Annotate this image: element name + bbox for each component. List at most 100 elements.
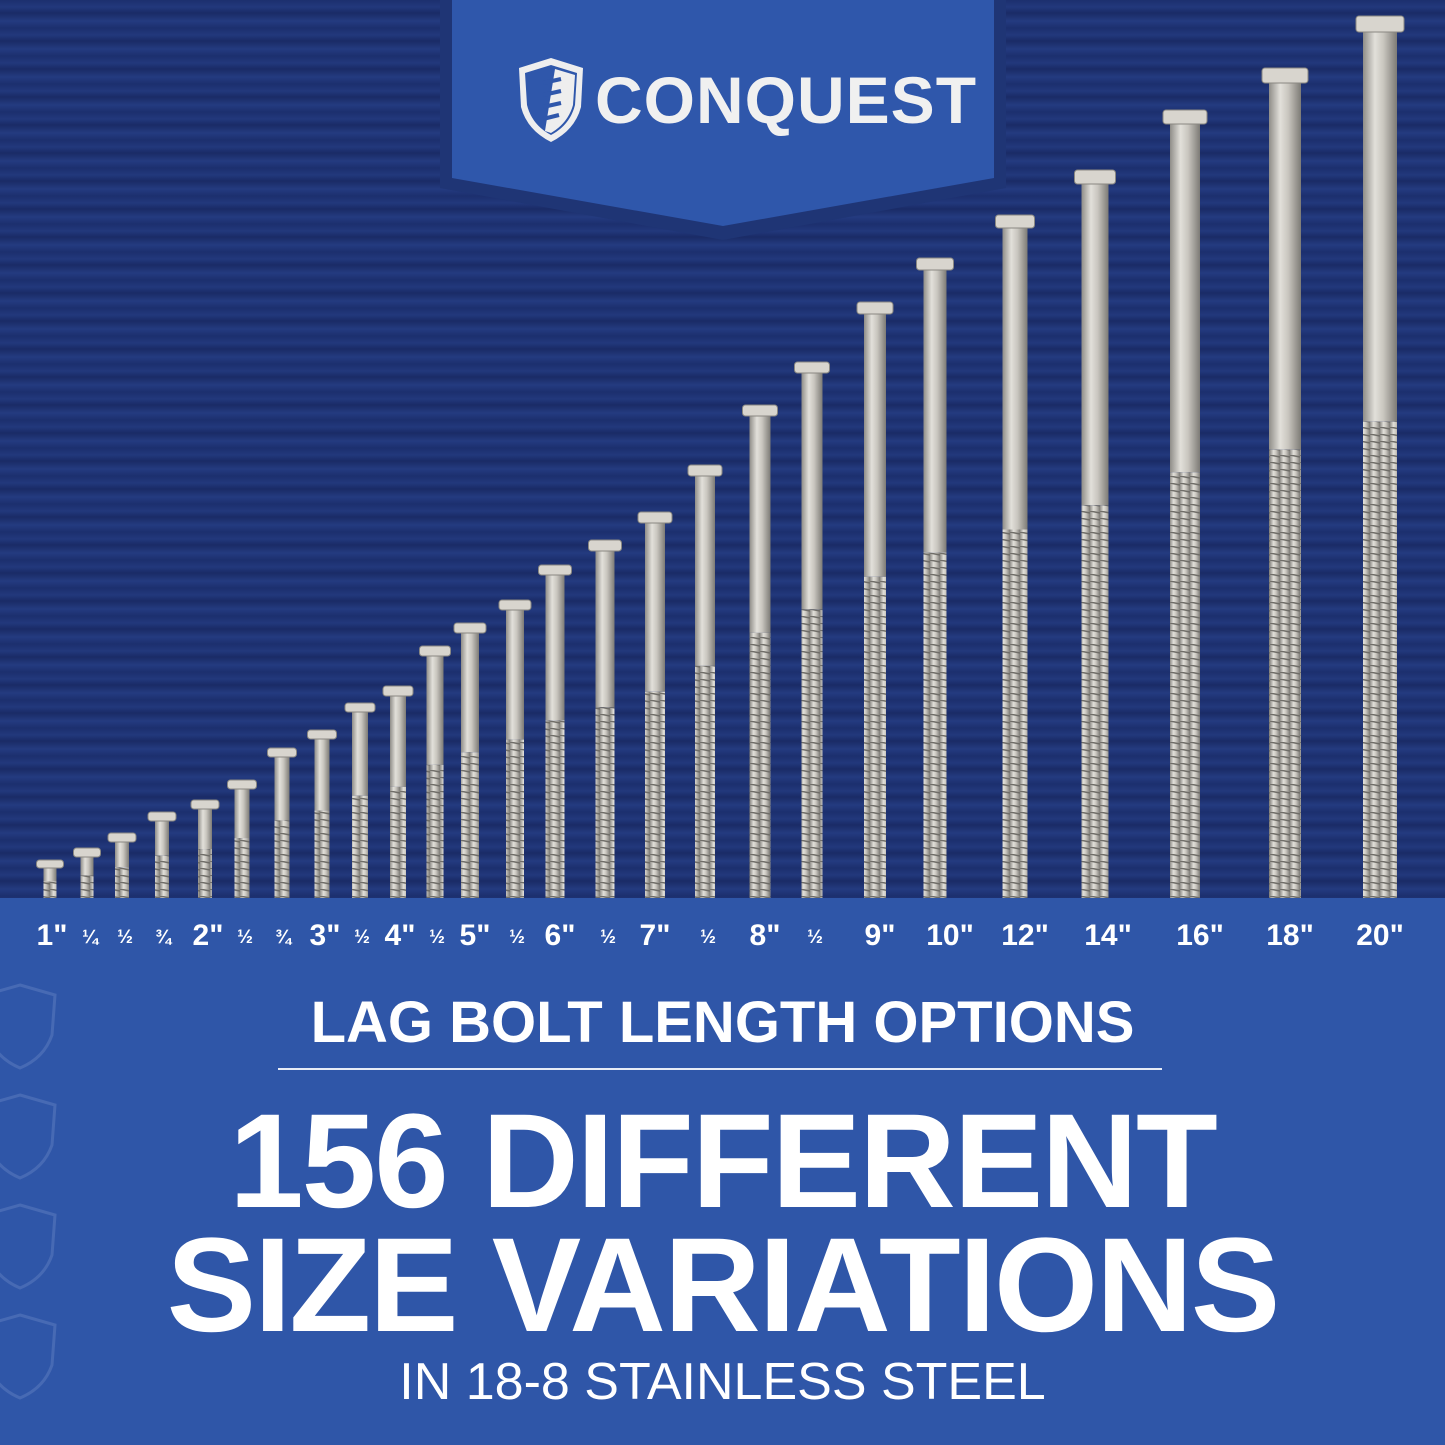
bolt — [73, 847, 101, 898]
bolt-head — [916, 257, 954, 271]
bolt-thread — [749, 632, 771, 898]
bolt-shank — [314, 739, 330, 811]
bolt-shank — [1269, 83, 1301, 450]
length-label: ½ — [237, 927, 253, 948]
bolt-thread — [923, 552, 947, 898]
length-labels: 1" ¼ ½ ¾ 2" ½ ¾ 3" ½ 4" ½ 5" ½ 6" ½ 7" ½ 8" ½ 9" 10" 12" 14" 16… — [0, 915, 1445, 965]
bolt — [453, 622, 487, 898]
length-label: ¾ — [275, 927, 291, 948]
length-label: 18" — [1266, 919, 1314, 952]
length-label: ½ — [117, 927, 133, 948]
bolt — [916, 257, 954, 898]
length-label: ¼ — [82, 927, 98, 948]
bolt — [637, 511, 673, 898]
bolt — [107, 832, 137, 898]
bolt-thread — [461, 752, 479, 898]
bolt-thread — [314, 810, 330, 898]
bolt-shank — [80, 857, 94, 876]
length-label: 9" — [864, 919, 896, 952]
bolt — [687, 464, 723, 898]
bolt-head — [498, 599, 532, 611]
bolt-thread — [695, 665, 715, 898]
bolt-head — [588, 539, 622, 552]
bolt — [344, 702, 376, 898]
bolt-shank — [198, 809, 212, 850]
bolt — [190, 799, 220, 898]
length-label: ¾ — [155, 927, 171, 948]
bolt-head — [1355, 15, 1405, 33]
bolt — [498, 599, 532, 898]
length-label: ½ — [700, 927, 716, 948]
bolt-head — [687, 464, 723, 477]
shield-watermark-icon — [0, 1093, 57, 1180]
bolt — [267, 747, 297, 898]
bolt-head — [382, 685, 414, 697]
length-label: 7" — [639, 919, 671, 952]
bolt-head — [794, 361, 830, 374]
headline-line-2: SIZE VARIATIONS — [166, 1211, 1281, 1360]
bolt-thread — [390, 786, 406, 898]
divider — [278, 1068, 1162, 1070]
bolt-thread — [234, 838, 250, 898]
bolt-thread — [1363, 421, 1397, 898]
bolt-thread — [1081, 505, 1109, 898]
brand-banner — [440, 0, 1006, 240]
bolt-shank — [43, 868, 57, 882]
bolt — [1261, 67, 1309, 898]
bolt — [36, 859, 64, 898]
bolt-thread — [43, 881, 57, 898]
bolt-head — [147, 811, 177, 822]
shield-watermark-icon — [0, 1313, 57, 1400]
bolt-shank — [595, 551, 615, 708]
bolt-head — [1162, 109, 1208, 125]
bolt-head — [227, 779, 257, 790]
bolt-head — [742, 404, 778, 417]
shield-screw-icon — [519, 58, 583, 142]
bolt-head — [453, 622, 487, 634]
bolt — [419, 645, 451, 898]
bolt-thread — [352, 795, 368, 898]
length-label: 6" — [544, 919, 576, 952]
bolt — [588, 539, 622, 898]
bolt-head — [538, 564, 572, 576]
bolt-thread — [1002, 529, 1028, 898]
bolt-thread — [274, 820, 290, 898]
bolt-head — [344, 702, 376, 713]
bolt — [1074, 169, 1116, 898]
bolt-shank — [155, 821, 169, 856]
bolt-shank — [923, 270, 947, 553]
bolt-shank — [426, 656, 444, 765]
bolt-head — [419, 645, 451, 657]
bolt — [227, 779, 257, 898]
bolt-shank — [352, 712, 368, 796]
bolt-head — [1261, 67, 1309, 84]
bolt-lineup — [36, 15, 1405, 898]
length-label: 12" — [1001, 919, 1049, 952]
length-label: 20" — [1356, 919, 1404, 952]
bolt-head — [73, 847, 101, 858]
bolt-shank — [461, 633, 479, 753]
bolt — [307, 729, 337, 898]
length-label: 8" — [749, 919, 781, 952]
bolt-thread — [801, 609, 823, 898]
bolt — [856, 301, 894, 898]
length-label: 2" — [192, 919, 224, 952]
bolt-head — [267, 747, 297, 758]
bolt-head — [190, 799, 220, 810]
bolt-shank — [390, 696, 406, 787]
length-label: 3" — [309, 919, 341, 952]
shield-watermark-icon — [0, 983, 57, 1070]
bolt-thread — [595, 707, 615, 898]
length-label: 16" — [1176, 919, 1224, 952]
bolt-thread — [198, 849, 212, 898]
length-label: ½ — [429, 927, 445, 948]
length-label: 4" — [384, 919, 416, 952]
headline-line-1: 156 DIFFERENT — [229, 1087, 1218, 1236]
shield-watermark-icon — [0, 1203, 57, 1290]
bolt — [742, 404, 778, 898]
length-label: 14" — [1084, 919, 1132, 952]
bolt-shank — [115, 842, 129, 868]
material-caption: IN 18-8 STAINLESS STEEL — [399, 1353, 1046, 1411]
bolt-thread — [645, 691, 665, 898]
bolt-shank — [234, 789, 250, 839]
